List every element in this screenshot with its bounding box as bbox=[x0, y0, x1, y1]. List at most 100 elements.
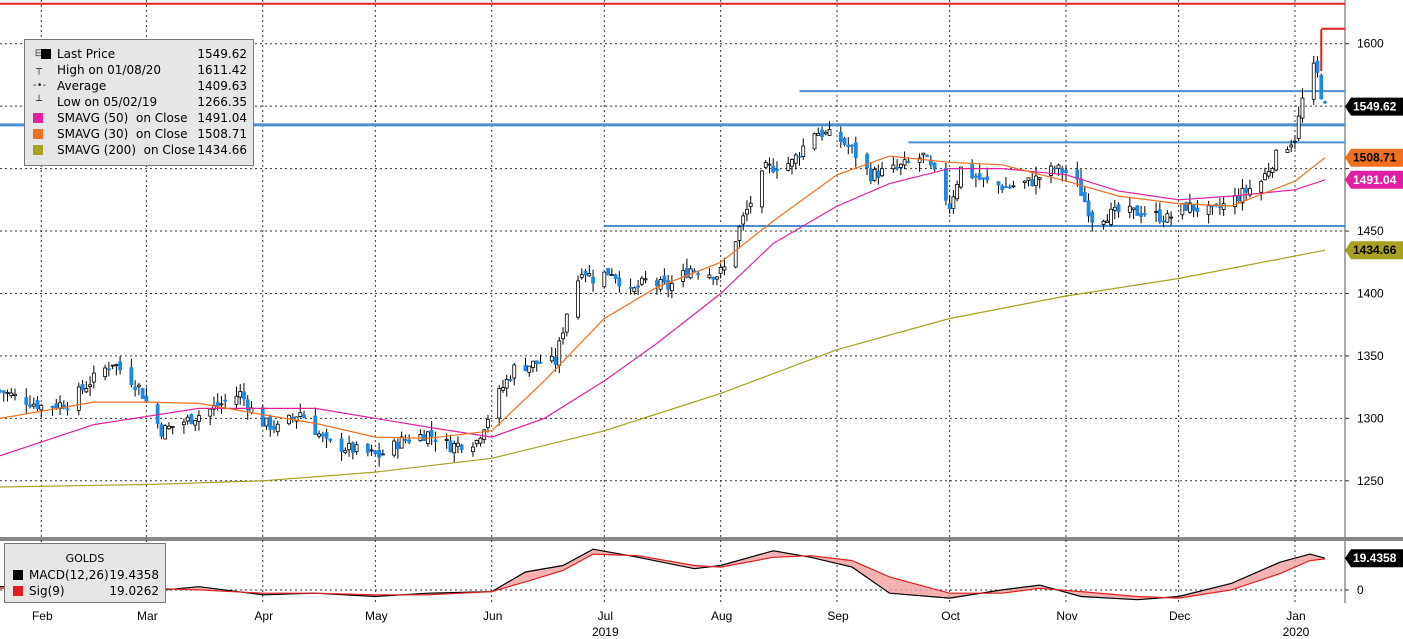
candle-body bbox=[182, 421, 186, 426]
candle-body bbox=[163, 425, 168, 440]
candle-body bbox=[170, 426, 175, 428]
candle-body bbox=[1101, 220, 1106, 225]
candle-body bbox=[1157, 209, 1162, 222]
legend-row-last-price: ⊟ Last Price 1549.62 bbox=[25, 46, 253, 62]
candle-body bbox=[24, 397, 29, 405]
candle-body bbox=[1270, 167, 1275, 174]
candle-body bbox=[459, 444, 464, 451]
macd-y-tick-label: 0 bbox=[1357, 583, 1364, 597]
candle-body bbox=[5, 392, 10, 395]
price-badge-label: 1508.71 bbox=[1353, 151, 1397, 165]
candle-body bbox=[959, 166, 963, 188]
x-tick-label: Jul bbox=[598, 609, 613, 623]
candle-body bbox=[294, 416, 299, 422]
legend-label: High on 01/08/20 bbox=[57, 63, 162, 77]
price-badge bbox=[1345, 97, 1403, 116]
candle-body bbox=[921, 152, 926, 156]
legend-label: SMAVG (200) on Close bbox=[57, 143, 196, 157]
candle-body bbox=[1210, 205, 1215, 208]
candle-body bbox=[260, 407, 265, 427]
x-tick-label: Mar bbox=[137, 609, 158, 623]
candle-body bbox=[943, 167, 948, 201]
candle-body bbox=[1086, 200, 1091, 217]
macd-legend-row: MACD(12,26) 19.4358 bbox=[5, 567, 165, 583]
legend-value: 1491.04 bbox=[197, 111, 247, 125]
low-marker-icon: ┴ bbox=[35, 96, 43, 107]
candle-body bbox=[1266, 171, 1271, 177]
candle-body bbox=[868, 168, 873, 182]
candle-body bbox=[1154, 211, 1158, 213]
legend-value: 1611.42 bbox=[197, 63, 247, 77]
candle-body bbox=[320, 433, 325, 437]
candle-body bbox=[613, 274, 618, 279]
candle-body bbox=[1052, 167, 1057, 170]
macd-label: MACD(12,26) bbox=[29, 568, 109, 582]
candle-body bbox=[722, 266, 727, 271]
candle-body bbox=[741, 215, 746, 225]
candle-body bbox=[159, 424, 164, 437]
candle-body bbox=[917, 157, 922, 163]
candle-body bbox=[508, 379, 513, 381]
expand-icon[interactable]: ⊟ bbox=[34, 48, 44, 59]
candle-body bbox=[658, 279, 663, 290]
legend-row-high: ┬ High on 01/08/20 1611.42 bbox=[25, 62, 253, 78]
candle-body bbox=[711, 277, 716, 280]
candle-body bbox=[906, 161, 911, 163]
candle-body bbox=[531, 360, 535, 368]
year-label: 2020 bbox=[1283, 625, 1310, 639]
candle-body bbox=[208, 408, 213, 417]
candle-body bbox=[872, 169, 877, 181]
candle-body bbox=[557, 340, 562, 366]
x-tick-label: Jun bbox=[483, 609, 502, 623]
x-tick-label: Sep bbox=[827, 609, 849, 623]
candle-body bbox=[891, 164, 896, 170]
panel-divider bbox=[0, 537, 1403, 541]
price-badge bbox=[1345, 148, 1403, 167]
candle-body bbox=[54, 403, 59, 409]
candle-body bbox=[1109, 208, 1113, 225]
candle-body bbox=[1105, 220, 1110, 223]
high-marker-icon: ┬ bbox=[35, 64, 43, 75]
candle-body bbox=[264, 417, 269, 427]
candle-body bbox=[576, 280, 580, 318]
candle-body bbox=[185, 416, 190, 422]
candle-body bbox=[290, 416, 295, 419]
signal-label: Sig(9) bbox=[29, 584, 65, 598]
candle-body bbox=[902, 159, 907, 166]
candle-body bbox=[193, 420, 198, 426]
candle-body bbox=[474, 440, 479, 445]
candle-body bbox=[1315, 60, 1320, 73]
candle-body bbox=[1056, 164, 1061, 169]
candle-body bbox=[797, 156, 802, 158]
candle-body bbox=[91, 372, 96, 383]
candle-body bbox=[602, 271, 607, 288]
candle-body bbox=[1206, 205, 1211, 215]
candle-body bbox=[219, 403, 224, 406]
x-tick-label: May bbox=[365, 609, 388, 623]
candle-body bbox=[1274, 149, 1279, 171]
candle-body bbox=[1285, 149, 1290, 153]
candle-body bbox=[1311, 62, 1316, 100]
candle-body bbox=[1161, 220, 1166, 223]
candle-body bbox=[1022, 180, 1027, 183]
x-tick-label: Aug bbox=[711, 609, 732, 623]
candle-body bbox=[771, 165, 776, 173]
legend-value: 1549.62 bbox=[197, 47, 247, 61]
candle-body bbox=[775, 168, 779, 172]
candle-body bbox=[587, 273, 592, 277]
candle-body bbox=[985, 176, 990, 181]
candle-body bbox=[1289, 144, 1294, 148]
candle-body bbox=[189, 413, 194, 425]
candle-body bbox=[981, 177, 986, 180]
candle-body bbox=[35, 400, 40, 410]
legend-row-sma50: SMAVG (50) on Close 1491.04 bbox=[25, 110, 253, 126]
candle-body bbox=[1139, 213, 1143, 217]
candle-body bbox=[1180, 203, 1185, 216]
candle-body bbox=[876, 170, 881, 178]
candle-body bbox=[733, 241, 738, 268]
candle-body bbox=[898, 163, 903, 168]
moving-average-line bbox=[0, 155, 1326, 439]
candle-body bbox=[369, 449, 374, 452]
candle-body bbox=[1293, 140, 1297, 143]
price-badge bbox=[1345, 241, 1403, 260]
